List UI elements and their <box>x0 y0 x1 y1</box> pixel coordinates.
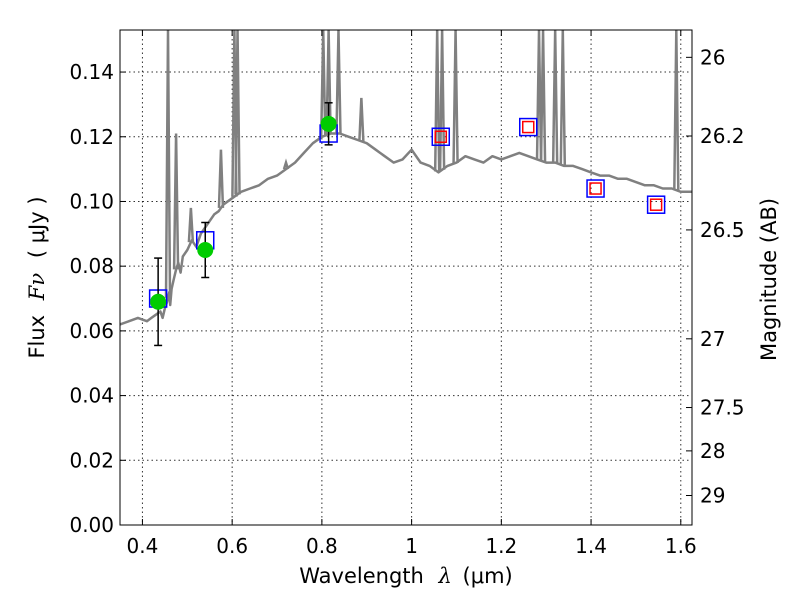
x-tick-label: 1.6 <box>665 534 697 558</box>
y-tick-label: 0.06 <box>69 319 114 343</box>
spectrum-spike <box>325 30 332 135</box>
y-tick-label: 0.04 <box>69 384 114 408</box>
x-axis-title-unit: (μm) <box>463 564 513 588</box>
plot-frame <box>119 29 693 526</box>
y-tick-label: 0.02 <box>69 448 114 472</box>
y-tick-label: 0.08 <box>69 254 114 278</box>
spectrum-spike <box>172 133 180 270</box>
grid-layer <box>120 30 692 526</box>
y2-tick-label: 29 <box>700 483 725 507</box>
spectrum-spike <box>559 30 567 166</box>
spectrum-layer <box>120 30 692 326</box>
spectrum-spike <box>234 30 241 195</box>
spectrum-spike <box>673 30 680 191</box>
marker-layer <box>148 102 666 347</box>
y-tick-label: 0.10 <box>69 189 114 213</box>
green-circle-marker <box>320 115 337 132</box>
y-tick-label: 0.12 <box>69 125 114 149</box>
spectrum-spike <box>433 30 441 172</box>
blue-square-marker <box>646 195 666 214</box>
red-square-marker <box>434 130 448 144</box>
x-axis-title-symbol: λ <box>438 564 452 588</box>
red-square-marker <box>589 182 602 195</box>
green-circle-marker <box>150 293 167 310</box>
spectrum-spike <box>452 30 459 163</box>
x-axis-title-main: Wavelength <box>299 564 424 588</box>
y-axis-title-unit: ( μJy ) <box>25 196 49 258</box>
spectrum-spike <box>438 30 446 170</box>
y-tick-label: 0.00 <box>69 513 114 537</box>
y2-tick-label: 26.5 <box>700 218 745 242</box>
y-axis-title-main: Flux <box>25 315 49 359</box>
spectrum-spike <box>217 149 225 208</box>
red-square-marker <box>522 120 535 134</box>
spectrum-spike <box>539 30 547 162</box>
y2-tick-label: 27.5 <box>700 396 745 420</box>
x-tick-label: 0.6 <box>216 534 248 558</box>
x-tick-label: 1.2 <box>485 534 517 558</box>
y2-axis-title: Magnitude (AB) <box>757 198 781 361</box>
y-axis-title: Flux Fν ( μJy ) <box>25 196 49 358</box>
y2-tick-label: 26.2 <box>700 124 745 148</box>
y-tick-label: 0.14 <box>69 60 114 84</box>
y2-tick-label: 26 <box>700 45 725 69</box>
spectrum-spike <box>335 30 342 134</box>
green-circle-marker <box>197 242 214 258</box>
spectrum-spike <box>282 158 290 170</box>
x-tick-label: 0.8 <box>306 534 338 558</box>
axis-layer: 0.4 0.6 0.8 1 1.2 1.4 1.6 0.00 0.02 0.04 0.06 0.08 0… <box>69 29 745 558</box>
spectrum-spike <box>551 30 559 163</box>
spectrum-spike <box>319 30 327 137</box>
x-tick-label: 1.4 <box>575 534 607 558</box>
red-square-marker <box>649 198 663 211</box>
x-axis-title: Wavelength λ (μm) <box>299 564 512 588</box>
y2-tick-label: 28 <box>700 439 725 463</box>
blue-square-marker <box>586 179 605 198</box>
spectrum-spike <box>164 30 172 298</box>
x-tick-label: 0.4 <box>127 534 159 558</box>
spectrum-spike <box>187 207 195 243</box>
y2-tick-label: 27 <box>700 327 725 351</box>
y-axis-title-symbol: Fν <box>25 273 49 302</box>
x-tick-label: 1 <box>405 534 418 558</box>
blue-square-marker <box>519 117 538 137</box>
spectrum-spike <box>535 30 543 161</box>
spectrum-spike <box>358 97 365 142</box>
blue-square-marker <box>431 127 451 147</box>
